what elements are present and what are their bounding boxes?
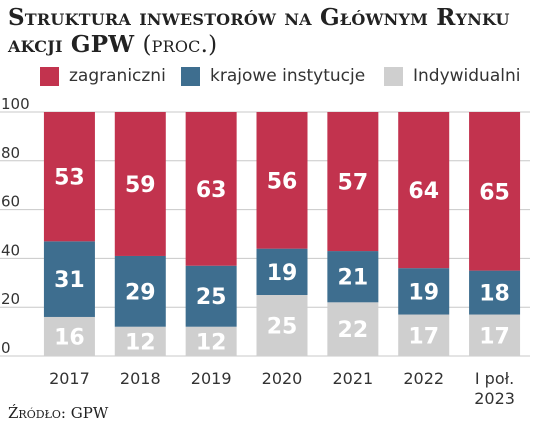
- bar-segment: [114, 326, 166, 356]
- bar-segment: [256, 112, 308, 249]
- bar-segment: [185, 265, 237, 327]
- legend-item-individual: Indywidualni: [384, 62, 520, 90]
- legend-label-foreign: zagraniczni: [69, 66, 166, 86]
- data-label: 65: [479, 180, 510, 205]
- bar-segment: [43, 241, 95, 317]
- data-label: 16: [54, 325, 85, 350]
- y-tick-label: 40: [1, 241, 20, 259]
- bar-segment: [256, 248, 308, 295]
- bar-segment: [398, 314, 450, 356]
- bar-segment: [469, 270, 521, 315]
- bar-segment: [327, 302, 379, 356]
- chart-title: Struktura inwestorów na Głównym Rynku ak…: [8, 4, 528, 59]
- legend-swatch-foreign: [40, 66, 59, 86]
- y-tick-label: 60: [1, 193, 20, 211]
- x-tick-label: 2022: [403, 369, 444, 388]
- bar-segment: [114, 255, 166, 327]
- legend-swatch-domestic: [181, 66, 200, 86]
- legend-label-domestic: krajowe instytucje: [210, 66, 366, 86]
- bar-segment: [114, 112, 166, 256]
- data-label: 19: [408, 280, 439, 305]
- y-tick-label: 20: [1, 290, 20, 308]
- x-tick-label: 2019: [191, 369, 232, 388]
- chart-title-unit: (proc.): [142, 32, 218, 58]
- legend: zagraniczni krajowe instytucje Indywidua…: [0, 62, 536, 90]
- data-label: 64: [408, 179, 439, 204]
- legend-item-foreign: zagraniczni: [40, 62, 166, 90]
- bar-segment: [43, 112, 95, 242]
- data-label: 17: [408, 324, 439, 349]
- data-label: 12: [125, 330, 156, 355]
- data-label: 56: [267, 169, 298, 194]
- bar-segment: [469, 112, 521, 271]
- bar-segment: [256, 295, 308, 356]
- bar-segment: [43, 316, 95, 356]
- legend-item-domestic: krajowe instytucje: [181, 62, 365, 90]
- x-tick-label: 2021: [332, 369, 373, 388]
- y-tick-label: 100: [1, 95, 30, 113]
- data-label: 59: [125, 173, 156, 198]
- data-label: 63: [196, 178, 227, 203]
- x-tick-label: I poł.: [475, 369, 514, 388]
- bar-segment: [398, 268, 450, 315]
- data-label: 53: [54, 166, 85, 191]
- data-label: 29: [125, 280, 156, 305]
- source-note: Źródło: GPW: [8, 404, 109, 422]
- bar-segment: [185, 326, 237, 356]
- data-label: 12: [196, 330, 227, 355]
- y-tick-label: 80: [1, 144, 20, 162]
- data-label: 17: [479, 324, 510, 349]
- x-tick-label: 2017: [49, 369, 90, 388]
- bar-segment: [327, 251, 379, 303]
- legend-swatch-individual: [384, 66, 403, 86]
- data-label: 25: [267, 315, 298, 340]
- data-label: 19: [267, 261, 298, 286]
- x-tick-label: 2018: [120, 369, 161, 388]
- data-label: 31: [54, 268, 85, 293]
- bar-segment: [327, 112, 379, 252]
- x-tick-label: 2020: [262, 369, 303, 388]
- bar-segment: [398, 112, 450, 269]
- x-tick-label: 2023: [474, 389, 515, 408]
- bar-segment: [469, 314, 521, 356]
- data-label: 18: [479, 282, 510, 307]
- data-label: 25: [196, 285, 227, 310]
- legend-label-individual: Indywidualni: [413, 66, 521, 86]
- data-label: 22: [338, 318, 369, 343]
- bar-segment: [185, 112, 237, 266]
- data-label: 21: [338, 266, 369, 291]
- data-label: 57: [338, 171, 369, 196]
- chart-title-main: Struktura inwestorów na Głównym Rynku ak…: [8, 4, 510, 58]
- y-tick-label: 0: [1, 339, 11, 357]
